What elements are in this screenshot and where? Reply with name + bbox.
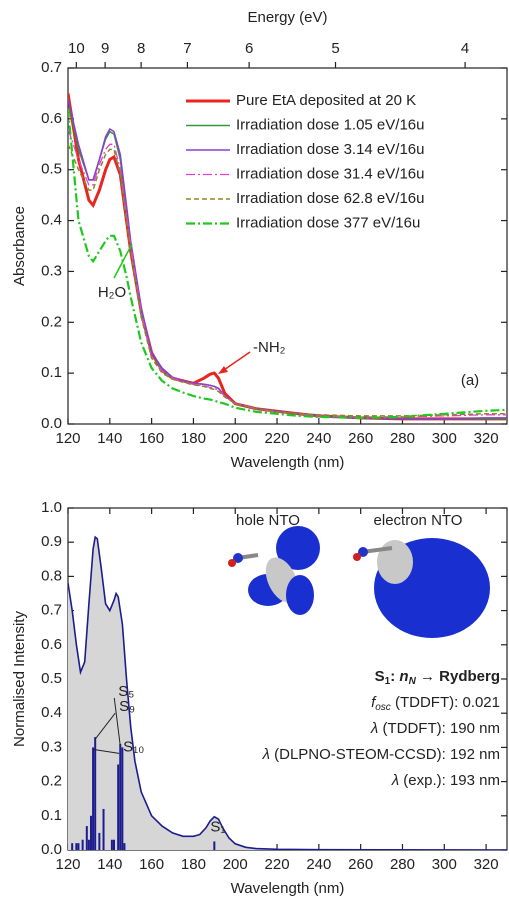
info-text: λ	[370, 720, 378, 737]
info-text: (exp.): 193 nm	[399, 772, 500, 789]
x-tick-label: 300	[432, 856, 457, 873]
x2-tick-label: 9	[101, 40, 109, 57]
y-tick-label: 0.3	[41, 738, 62, 755]
x2-tick-label: 8	[137, 40, 145, 57]
x-tick-label: 320	[474, 856, 499, 873]
nto-label: electron NTO	[374, 512, 463, 529]
y-tick-label: 0.6	[41, 110, 62, 127]
y-tick-label: 0.0	[41, 415, 62, 432]
x2-tick-label: 6	[245, 40, 253, 57]
x-tick-label: 300	[432, 430, 457, 447]
x-tick-label: 280	[390, 856, 415, 873]
legend-label: Pure EtA deposited at 20 K	[236, 92, 416, 109]
info-text: S	[375, 668, 385, 685]
y-tick-label: 0.0	[41, 841, 62, 858]
y-axis-title: Absorbance	[11, 206, 28, 286]
hole-nto-image	[228, 526, 320, 615]
info-line: S1: nN → Rydberg	[375, 668, 500, 687]
x-tick-label: 140	[97, 430, 122, 447]
x2-tick-label: 10	[68, 40, 85, 57]
info-text: (DLPNO-STEOM-CCSD): 192 nm	[270, 746, 500, 763]
x-tick-label: 320	[474, 430, 499, 447]
annotation: (a)	[461, 372, 479, 389]
info-line: fosc (TDDFT): 0.021	[371, 694, 500, 713]
x2-tick-label: 5	[331, 40, 339, 57]
electron-nto-image	[353, 538, 490, 638]
info-text: (TDDFT): 0.021	[391, 694, 500, 711]
info-line: λ (DLPNO-STEOM-CCSD): 192 nm	[262, 746, 500, 763]
annotation: -NH₂	[253, 339, 286, 356]
x-tick-label: 140	[97, 856, 122, 873]
x-tick-label: 220	[265, 430, 290, 447]
x-tick-label: 120	[55, 430, 80, 447]
y-tick-label: 0.2	[41, 773, 62, 790]
info-text: :	[390, 668, 399, 685]
annotation-arrow	[218, 366, 228, 374]
x2-tick-label: 7	[183, 40, 191, 57]
x-tick-label: 200	[223, 430, 248, 447]
x-tick-label: 180	[181, 430, 206, 447]
y-tick-label: 0.1	[41, 364, 62, 381]
x-tick-label: 180	[181, 856, 206, 873]
legend-label: Irradiation dose 3.14 eV/16u	[236, 141, 424, 158]
y-tick-label: 0.1	[41, 807, 62, 824]
y-tick-label: 0.7	[41, 59, 62, 76]
x-tick-label: 260	[348, 430, 373, 447]
x-axis-title: Wavelength (nm)	[231, 454, 345, 471]
x-tick-label: 160	[139, 430, 164, 447]
y-tick-label: 0.5	[41, 161, 62, 178]
y-tick-label: 0.9	[41, 533, 62, 550]
info-text: n	[399, 668, 408, 685]
x-tick-label: 220	[265, 856, 290, 873]
info-text: (TDDFT): 190 nm	[378, 720, 500, 737]
legend-label: Irradiation dose 31.4 eV/16u	[236, 165, 424, 182]
x-tick-label: 260	[348, 856, 373, 873]
y-tick-label: 0.6	[41, 636, 62, 653]
x-tick-label: 240	[306, 430, 331, 447]
y-tick-label: 0.2	[41, 313, 62, 330]
x-tick-label: 120	[55, 856, 80, 873]
stick-label: S₉	[119, 698, 135, 715]
stick-label: S₁₀	[123, 738, 144, 755]
nto-label: hole NTO	[236, 512, 300, 529]
x-tick-label: 240	[306, 856, 331, 873]
x-axis-title: Wavelength (nm)	[231, 880, 345, 897]
y-tick-label: 0.3	[41, 262, 62, 279]
y-tick-label: 0.8	[41, 567, 62, 584]
info-text: λ	[262, 746, 270, 763]
annotation: H₂O	[98, 284, 126, 301]
annotation-arrow	[114, 244, 132, 278]
y-tick-label: 0.4	[41, 212, 62, 229]
y-tick-label: 1.0	[41, 499, 62, 516]
x-tick-label: 280	[390, 430, 415, 447]
info-text: → Rydberg	[416, 668, 500, 685]
x2-tick-label: 4	[461, 40, 469, 57]
info-line: λ (exp.): 193 nm	[391, 772, 500, 789]
x-tick-label: 200	[223, 856, 248, 873]
legend-label: Irradiation dose 377 eV/16u	[236, 214, 420, 231]
y-axis-title: Normalised Intensity	[11, 611, 28, 747]
series-line	[68, 144, 507, 416]
stick-label: S₁	[210, 818, 225, 835]
info-line: λ (TDDFT): 190 nm	[370, 720, 500, 737]
x-tick-label: 160	[139, 856, 164, 873]
x2-axis-title: Energy (eV)	[247, 9, 327, 26]
stick-label: S₅	[118, 683, 134, 700]
info-text: λ	[391, 772, 399, 789]
y-tick-label: 0.4	[41, 704, 62, 721]
y-tick-label: 0.5	[41, 670, 62, 687]
figure: 120 140 160 180 200 220 240 260 280 300 320 0.0 0.1 0…	[0, 0, 509, 904]
y-tick-label: 0.7	[41, 602, 62, 619]
legend-label: Irradiation dose 1.05 eV/16u	[236, 116, 424, 133]
info-text: osc	[375, 702, 391, 713]
legend-label: Irradiation dose 62.8 eV/16u	[236, 190, 424, 207]
